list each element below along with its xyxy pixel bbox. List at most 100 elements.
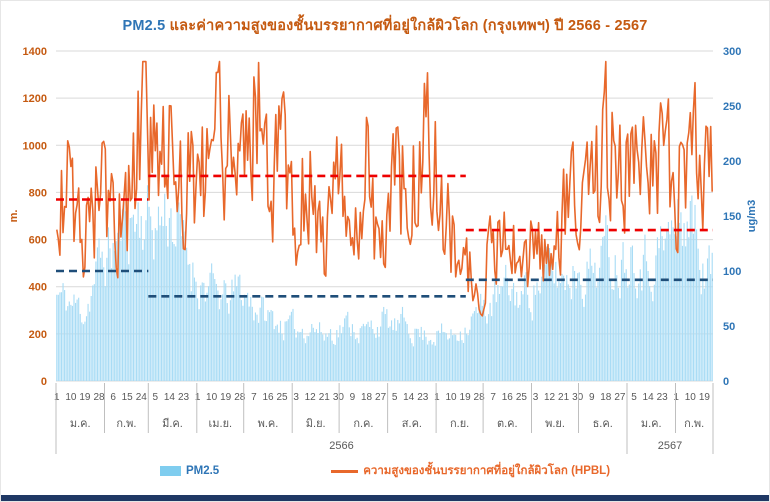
pm25-bar: [555, 261, 557, 381]
pm25-bar: [689, 200, 691, 381]
pm25-bar: [82, 324, 84, 381]
legend-item-hpbl: ความสูงของชั้นบรรยากาศที่อยู่ใกล้ผิวโลก …: [331, 462, 610, 480]
pm25-bar: [369, 327, 371, 381]
x-axis-day-tick: 14: [643, 392, 655, 403]
right-axis-tick: 100: [723, 266, 741, 278]
x-axis-day-tick: 1: [673, 392, 679, 403]
pm25-bar: [609, 279, 612, 381]
pm25-bar: [171, 241, 174, 381]
pm25-bar: [265, 321, 267, 381]
pm25-bar: [642, 254, 644, 381]
pm25-bar: [315, 329, 318, 381]
pm25-bar: [290, 311, 292, 381]
pm25-bar: [616, 275, 618, 381]
pm25-bar: [345, 315, 347, 381]
pm25-bar: [73, 294, 75, 381]
pm25-bar: [372, 328, 374, 381]
pm25-bar: [376, 326, 379, 381]
right-axis-tick: 300: [723, 46, 741, 58]
pm25-bar: [100, 257, 102, 381]
hpbl-line-swatch-icon: [331, 469, 359, 473]
pm25-bar: [430, 339, 432, 381]
pm25-bar: [325, 333, 327, 381]
pm25-bar: [79, 313, 81, 381]
pm25-bar: [93, 284, 95, 381]
x-axis-day-tick: 14: [164, 392, 176, 403]
bottom-window-edge: [1, 495, 769, 501]
pm25-bar: [392, 329, 394, 381]
pm25-bar: [331, 340, 333, 381]
pm25-bar: [412, 346, 415, 381]
pm25-bar: [461, 340, 463, 381]
pm25-bar: [552, 270, 554, 381]
pm25-bar: [259, 307, 261, 381]
pm25-bar: [411, 343, 413, 381]
pm25-bar: [453, 334, 455, 381]
pm25-bar: [137, 202, 139, 381]
pm25-bar: [422, 339, 424, 381]
pm25-bar: [606, 225, 608, 381]
pm25-bar: [475, 307, 477, 381]
pm25-bar: [674, 234, 676, 381]
pm25-bar: [101, 251, 103, 381]
pm25-bar: [240, 300, 242, 381]
pm25-bar: [225, 283, 227, 381]
pm25-bar: [106, 257, 108, 381]
pm25-bar: [76, 299, 78, 381]
combo-chart-plot: 0 200 400 600 800 1000 1200 1400 0 50 100 150 200 250…: [8, 46, 758, 454]
pm25-bar: [128, 264, 130, 381]
pm25-bar: [670, 220, 673, 381]
pm25-bar: [114, 250, 116, 381]
pm25-bar: [492, 294, 494, 381]
pm25-bar: [594, 262, 596, 381]
pm25-bar: [283, 340, 285, 381]
pm25-bar: [301, 328, 303, 381]
pm25-bar: [653, 284, 655, 381]
pm25-bar: [281, 333, 283, 381]
pm25-bar: [500, 286, 502, 381]
pm25-bar: [647, 271, 649, 381]
x-axis-day-tick: 19: [220, 392, 232, 403]
pm25-bar: [278, 332, 280, 381]
pm25-bar: [292, 308, 294, 381]
pm25-bar: [564, 289, 566, 381]
pm25-bar: [539, 293, 541, 381]
pm25-bar: [60, 292, 63, 381]
x-axis-month-label: ม.ค.: [70, 418, 91, 430]
pm25-bar: [484, 316, 486, 381]
pm25-bar: [455, 334, 457, 381]
pm25-bar: [400, 313, 402, 381]
x-axis-day-tick: 9: [350, 392, 356, 403]
pm25-legend-label: PM2.5: [185, 465, 220, 477]
pm25-bar: [351, 324, 353, 381]
chart-legend: PM2.5 ความสูงของชั้นบรรยากาศที่อยู่ใกล้ผ…: [1, 460, 769, 482]
right-axis-tick: 0: [723, 376, 729, 388]
pm25-bar: [511, 288, 513, 381]
pm25-bar: [658, 248, 660, 381]
pm25-bar: [223, 280, 225, 381]
x-axis-day-tick: 21: [319, 392, 331, 403]
pm25-bar: [270, 309, 272, 381]
pm25-bar: [589, 248, 591, 381]
pm25-bar: [161, 216, 163, 381]
pm25-bar: [253, 320, 255, 381]
x-axis-month-label: ต.ค.: [497, 418, 518, 430]
pm25-bar: [323, 340, 325, 381]
pm25-bar: [395, 330, 397, 381]
x-axis-month-label: ก.พ.: [116, 418, 136, 430]
hpbl-line: [56, 60, 713, 317]
pm25-bar: [675, 236, 677, 381]
x-axis-month-label: ก.ค.: [353, 418, 373, 430]
x-axis-day-tick: 23: [657, 392, 669, 403]
pm25-bar: [359, 328, 361, 381]
pm25-bar: [159, 225, 161, 381]
pm25-bar: [633, 273, 635, 381]
pm25-bar: [567, 284, 569, 381]
pm25-bar: [121, 209, 124, 381]
pm25-bar: [148, 206, 150, 381]
pm25-bar: [178, 202, 180, 381]
x-axis-day-tick: 5: [631, 392, 637, 403]
pm25-bar: [544, 264, 546, 381]
pm25-bar: [403, 317, 405, 381]
pm25-bar: [467, 335, 469, 381]
